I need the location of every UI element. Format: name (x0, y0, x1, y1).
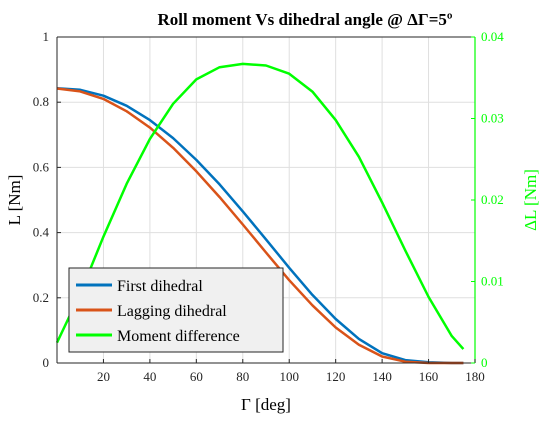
tick-labels: 20 40 60 80 100 120 140 160 18000.20.40.60.8100.… (33, 29, 505, 384)
legend-label-difference: Moment difference (117, 328, 240, 345)
y-axis-label-right: ΔL [Nm] (521, 169, 540, 231)
legend-label-first: First dihedral (117, 278, 203, 295)
legend: First dihedral Lagging dihedral Moment d… (68, 267, 284, 353)
y-tick-label-right: 0 (481, 355, 488, 370)
y-tick-label-left: 0.4 (33, 225, 50, 240)
y-tick-label-left: 0 (43, 355, 50, 370)
y-tick-label-right: 0.04 (481, 29, 504, 44)
line-moment-difference (55, 62, 465, 350)
legend-label-lagging: Lagging dihedral (117, 303, 227, 320)
x-tick-label: 160 (419, 369, 439, 384)
y-tick-label-left: 1 (43, 29, 50, 44)
axes (56, 36, 476, 364)
x-tick-label: 120 (326, 369, 346, 384)
y-tick-label-left: 0.8 (33, 94, 49, 109)
chart-title: Roll moment Vs dihedral angle @ ΔΓ=5º (157, 10, 452, 29)
x-tick-label: 20 (97, 369, 110, 384)
y-tick-label-left: 0.6 (33, 159, 50, 174)
y-axis-label-left: L [Nm] (5, 175, 24, 226)
y-tick-label-left: 0.2 (33, 290, 49, 305)
x-tick-label: 60 (190, 369, 203, 384)
x-tick-label: 180 (465, 369, 485, 384)
line-first-dihedral (56, 86, 464, 365)
line-lagging-dihedral (56, 87, 464, 365)
y-tick-label-right: 0.01 (481, 274, 504, 289)
series-lines (55, 62, 465, 365)
x-axis-label: Γ [deg] (241, 395, 291, 414)
y-tick-label-right: 0.02 (481, 192, 504, 207)
x-tick-label: 140 (372, 369, 392, 384)
x-tick-label: 100 (279, 369, 299, 384)
x-tick-label: 40 (143, 369, 156, 384)
y-tick-label-right: 0.03 (481, 111, 504, 126)
x-tick-label: 80 (236, 369, 249, 384)
